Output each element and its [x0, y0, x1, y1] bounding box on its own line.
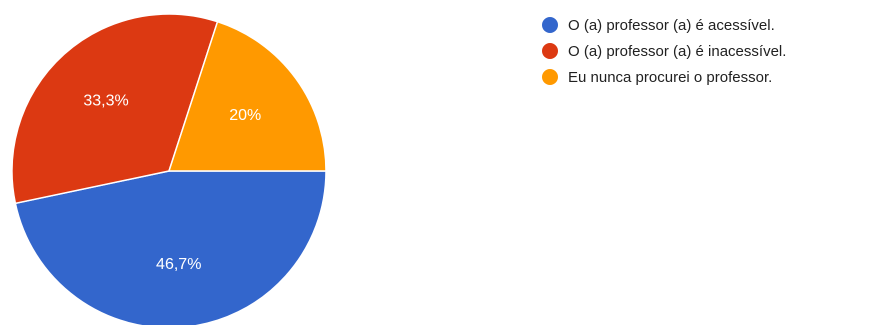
legend-swatch-acessivel: [542, 17, 558, 33]
pie-label-inacessivel: 33,3%: [83, 92, 128, 109]
legend-item-acessivel[interactable]: O (a) professor (a) é acessível.: [542, 12, 786, 38]
legend-label-acessivel: O (a) professor (a) é acessível.: [568, 16, 775, 34]
pie-value-labels: 46,7% 33,3% 20%: [83, 92, 261, 273]
legend-label-nunca-procurei: Eu nunca procurei o professor.: [568, 68, 773, 86]
pie-slice-inacessivel[interactable]: [11, 13, 219, 205]
legend-item-inacessivel[interactable]: O (a) professor (a) é inacessível.: [542, 38, 786, 64]
pie-label-nunca-procurei: 20%: [229, 107, 261, 124]
legend-label-inacessivel: O (a) professor (a) é inacessível.: [568, 42, 787, 60]
legend-swatch-inacessivel: [542, 43, 558, 59]
legend-swatch-nunca-procurei: [542, 69, 558, 85]
pie-slice-acessivel[interactable]: [14, 170, 327, 325]
chart-legend: O (a) professor (a) é acessível. O (a) p…: [542, 12, 786, 90]
pie-slices: [11, 13, 327, 325]
pie-slice-nunca-procurei[interactable]: [167, 20, 327, 172]
legend-item-nunca-procurei[interactable]: Eu nunca procurei o professor.: [542, 64, 786, 90]
pie-label-acessivel: 46,7%: [156, 256, 201, 273]
pie-chart: 46,7% 33,3% 20%: [11, 13, 327, 325]
